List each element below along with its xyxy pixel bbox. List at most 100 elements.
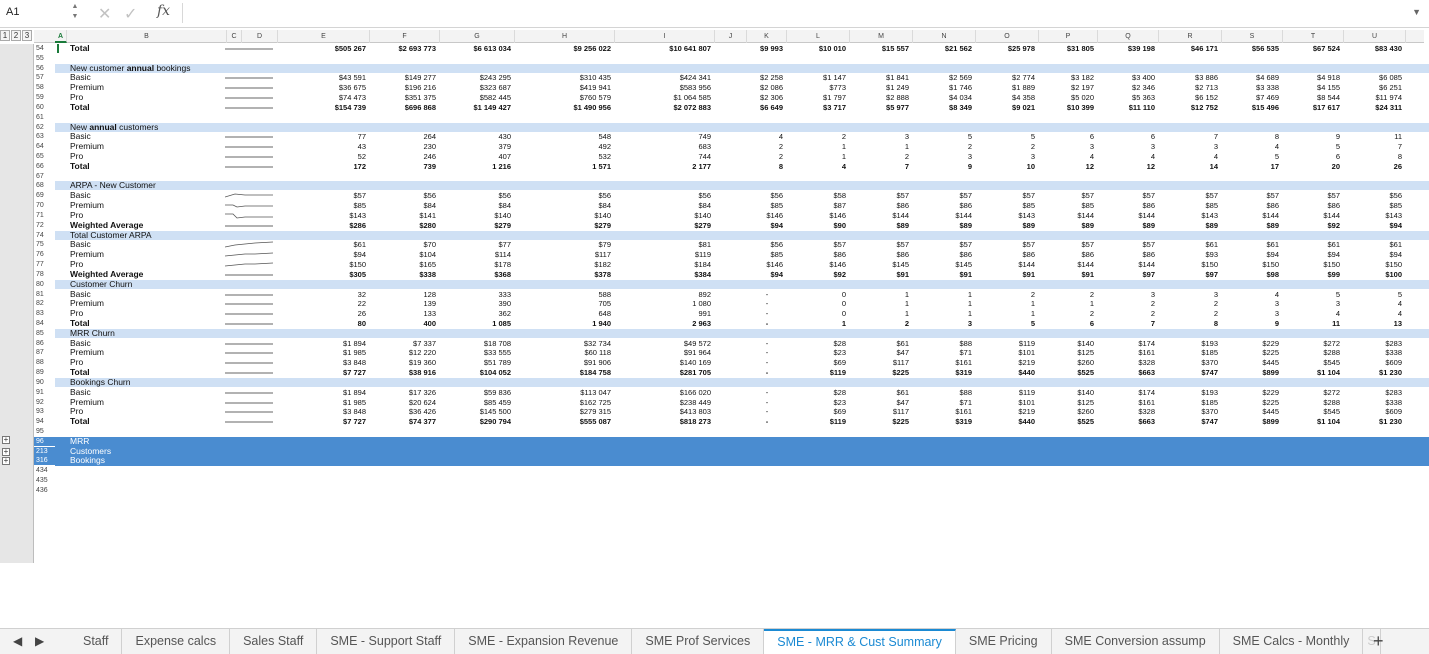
cell-value[interactable]: $280 <box>419 220 436 230</box>
row-number[interactable]: 60 <box>36 103 44 111</box>
cell-value[interactable]: $61 <box>1389 240 1402 250</box>
cell-value[interactable]: $17 617 <box>1312 102 1340 112</box>
cell-value[interactable]: $144 <box>1138 260 1155 270</box>
cell-value[interactable]: 4 <box>1397 299 1402 309</box>
cell-value[interactable]: $3 848 <box>343 407 366 417</box>
cell-value[interactable]: $225 <box>892 368 909 378</box>
cell-value[interactable]: $328 <box>1138 358 1155 368</box>
cell-value[interactable]: $6 613 034 <box>473 44 511 53</box>
row-number[interactable]: 78 <box>36 270 44 278</box>
cell-value[interactable]: $119 <box>1018 387 1035 397</box>
sheet-tab[interactable]: Expense calcs <box>122 629 231 654</box>
cell-value[interactable]: $2 086 <box>760 83 783 93</box>
cell-value[interactable]: 128 <box>423 289 436 299</box>
cell-value[interactable]: $56 535 <box>1251 44 1279 53</box>
cell-value[interactable]: $117 <box>892 407 909 417</box>
column-header-m[interactable]: M <box>850 30 913 43</box>
cell-value[interactable]: $3 717 <box>823 102 846 112</box>
cell-value[interactable]: 749 <box>698 132 711 142</box>
cell-value[interactable]: $2 197 <box>1071 83 1094 93</box>
function-icon[interactable]: fx <box>157 3 171 19</box>
cell-value[interactable]: $144 <box>1138 210 1155 220</box>
cell-value[interactable]: 4 <box>841 161 846 171</box>
cell-value[interactable]: 1 571 <box>592 161 611 171</box>
cell-value[interactable]: $49 572 <box>683 338 711 348</box>
column-header-p[interactable]: P <box>1039 30 1098 43</box>
cell-value[interactable]: $338 <box>419 269 436 279</box>
sheet-tab[interactable]: S <box>1363 629 1381 654</box>
cell-value[interactable]: $174 <box>1138 338 1155 348</box>
cell-value[interactable]: $100 <box>1385 269 1402 279</box>
cell-value[interactable]: $281 705 <box>679 368 711 378</box>
cell-value[interactable]: $61 <box>353 240 366 250</box>
cell-value[interactable]: $94 <box>353 250 366 260</box>
cell-value[interactable]: $91 <box>1022 269 1035 279</box>
cell-value[interactable]: 532 <box>598 152 611 162</box>
cell-value[interactable]: $86 <box>896 250 909 260</box>
cell-value[interactable]: $56 <box>498 191 511 201</box>
cell-value[interactable]: $279 315 <box>579 407 611 417</box>
cell-value[interactable]: 492 <box>598 142 611 152</box>
cell-value[interactable]: 4 <box>1274 289 1279 299</box>
cell-value[interactable]: $119 <box>1018 338 1035 348</box>
cell-value[interactable]: $89 <box>1081 220 1094 230</box>
cell-value[interactable]: 1 080 <box>692 299 711 309</box>
cell-value[interactable]: 139 <box>423 299 436 309</box>
cell-value[interactable]: $90 <box>833 220 846 230</box>
group-band[interactable] <box>55 436 1429 447</box>
cell-value[interactable]: $94 <box>770 269 783 279</box>
row-number[interactable]: 67 <box>36 172 44 180</box>
cell-value[interactable]: $125 <box>1077 397 1094 407</box>
row-number[interactable]: 96 <box>34 436 55 446</box>
cell-value[interactable]: 9 <box>967 161 972 171</box>
column-header-l[interactable]: L <box>787 30 850 43</box>
cell-value[interactable]: $144 <box>1323 210 1340 220</box>
cell-value[interactable]: $663 <box>1138 368 1155 378</box>
cell-value[interactable]: $61 <box>1266 240 1279 250</box>
cell-value[interactable]: $5 020 <box>1071 93 1094 103</box>
cell-value[interactable]: 739 <box>423 161 436 171</box>
cell-value[interactable]: $7 727 <box>343 417 366 427</box>
row-number[interactable]: 94 <box>36 418 44 426</box>
cell-value[interactable]: 2 963 <box>692 318 711 328</box>
cell-value[interactable]: $86 <box>1266 201 1279 211</box>
cell-value[interactable]: $89 <box>1205 220 1218 230</box>
cell-value[interactable]: $422 <box>1406 348 1429 357</box>
cell-value[interactable]: $161 <box>955 358 972 368</box>
cell-value[interactable]: 14 <box>1209 161 1218 171</box>
cell-value[interactable]: $3 338 <box>1256 83 1279 93</box>
cell-value[interactable]: 9 <box>1406 142 1429 151</box>
cell-value[interactable]: $445 <box>1262 358 1279 368</box>
cell-value[interactable]: 3 <box>1150 289 1155 299</box>
cell-value[interactable]: $2 888 <box>886 93 909 103</box>
cell-value[interactable]: $140 <box>1077 338 1094 348</box>
cell-value[interactable]: 390 <box>498 299 511 309</box>
row-number[interactable]: 81 <box>36 290 44 298</box>
cell-value[interactable]: $1 894 <box>343 387 366 397</box>
row-number[interactable]: 70 <box>36 202 44 210</box>
cell-value[interactable]: $61 <box>1205 240 1218 250</box>
cell-value[interactable]: $97 <box>1205 269 1218 279</box>
cell-value[interactable]: 4 <box>1213 152 1218 162</box>
cell-value[interactable]: 12 <box>1146 161 1155 171</box>
cell-value[interactable]: - <box>765 417 769 427</box>
cell-value[interactable]: 4 <box>1397 309 1402 319</box>
cell-value[interactable]: $85 <box>770 250 783 260</box>
cell-value[interactable]: $23 <box>833 397 846 407</box>
cell-value[interactable]: $545 <box>1323 407 1340 417</box>
row-number[interactable]: 89 <box>36 369 44 377</box>
column-header-a[interactable]: A <box>55 30 67 43</box>
cell-value[interactable]: $89 <box>1022 220 1035 230</box>
cell-value[interactable]: $4 918 <box>1317 73 1340 83</box>
cell-value[interactable]: $663 <box>1138 417 1155 427</box>
cell-value[interactable]: $94 <box>1406 250 1429 259</box>
sheet-tab[interactable]: SME Pricing <box>956 629 1052 654</box>
cell-value[interactable]: $14 568 <box>1406 93 1429 102</box>
cell-value[interactable]: $15 496 <box>1251 102 1279 112</box>
cell-value[interactable]: $2 693 773 <box>398 44 436 53</box>
cell-value[interactable]: $81 <box>698 240 711 250</box>
cell-value[interactable]: 4 <box>778 132 783 142</box>
cell-value[interactable]: $3 182 <box>1071 73 1094 83</box>
expand-formula-bar-icon[interactable]: ▼ <box>1412 7 1421 17</box>
cell-value[interactable]: $150 <box>1323 260 1340 270</box>
